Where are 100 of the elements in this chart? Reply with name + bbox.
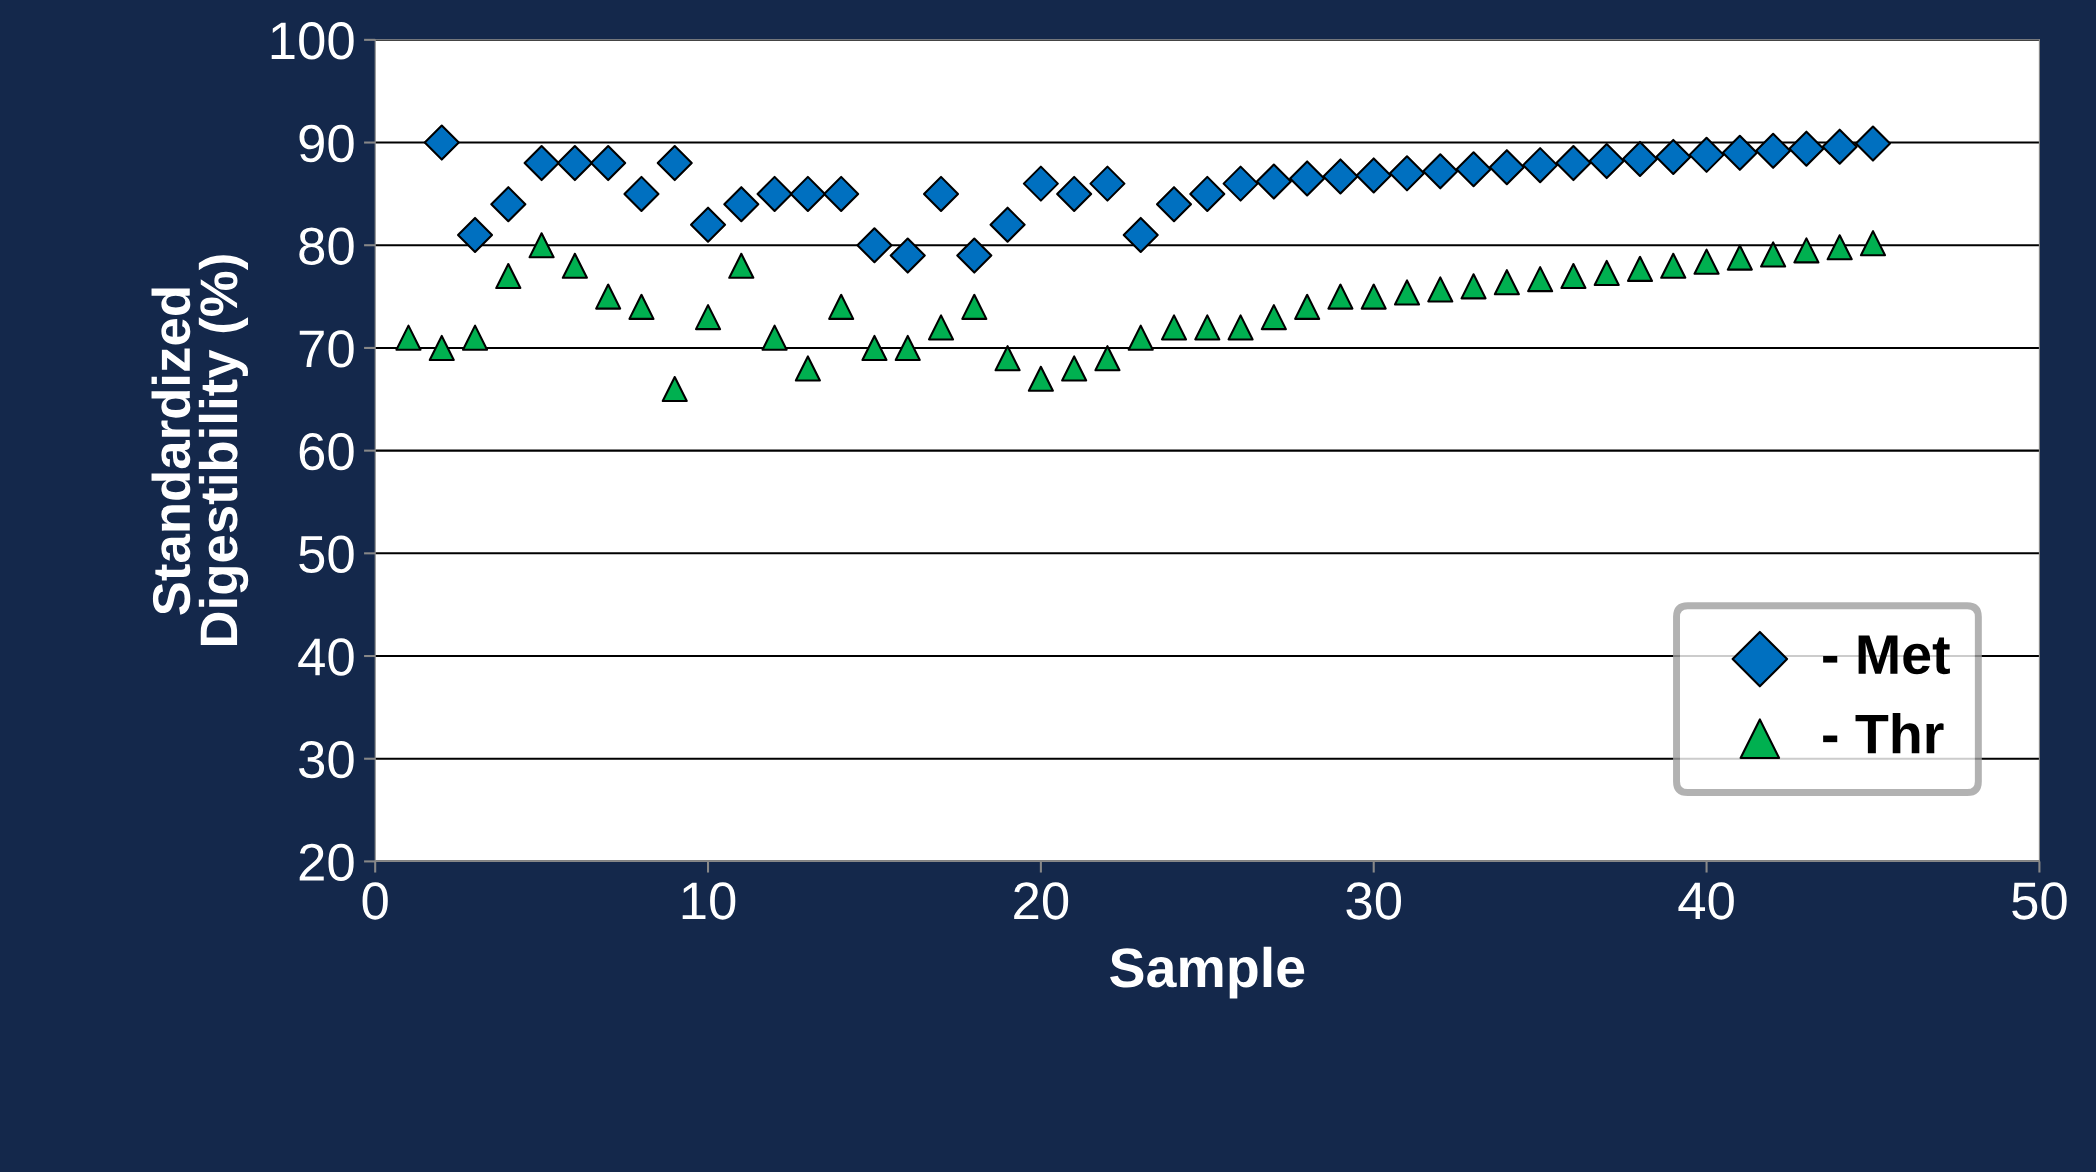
y-tick-label: 90: [299, 124, 354, 163]
point: [1788, 130, 1825, 167]
point: [894, 334, 921, 362]
point: [1388, 155, 1426, 192]
x-axis-title: Sample: [1110, 946, 1305, 999]
y-tick-label: 30: [299, 740, 354, 779]
point: [694, 304, 722, 331]
point: [656, 145, 693, 182]
point: [1621, 140, 1659, 178]
point: [1360, 283, 1387, 310]
point: [1721, 134, 1758, 171]
point: [1393, 279, 1421, 306]
point: [1527, 266, 1554, 293]
y-tick-label: 50: [299, 535, 354, 573]
point: [961, 293, 988, 320]
point: [1222, 165, 1259, 202]
point: [689, 206, 727, 243]
point: [823, 175, 860, 212]
x-tick-label: 30: [1346, 882, 1402, 920]
y-tick-label: 100: [271, 22, 354, 60]
point: [1127, 324, 1154, 351]
y-tick-label: 60: [299, 432, 354, 471]
point: [1755, 132, 1792, 169]
y-axis-title: Standardized Digestibility (%): [151, 255, 249, 646]
point: [1294, 293, 1321, 320]
point: [1455, 151, 1492, 188]
point: [1122, 216, 1159, 254]
legend-label: - Met: [1823, 635, 1950, 675]
point: [661, 375, 688, 403]
point: [1693, 248, 1720, 275]
point: [1255, 163, 1292, 200]
point: [423, 124, 460, 161]
point: [1089, 165, 1126, 202]
point: [1289, 160, 1326, 197]
point: [1322, 158, 1359, 195]
point: [1688, 136, 1725, 173]
point: [794, 355, 821, 382]
x-tick-label: 10: [682, 882, 736, 920]
point: [1460, 273, 1487, 300]
point: [1626, 255, 1654, 282]
point: [1355, 157, 1392, 194]
point: [1793, 237, 1820, 264]
y-tick-label: 80: [299, 227, 354, 265]
point: [1327, 283, 1354, 310]
point: [1593, 259, 1620, 287]
point: [1588, 142, 1625, 180]
point: [556, 145, 593, 182]
point: [461, 324, 489, 351]
point: [761, 324, 788, 351]
point: [828, 293, 855, 320]
point: [1189, 175, 1226, 212]
point: [528, 232, 555, 259]
y-tick-label: 20: [299, 843, 354, 882]
point: [1560, 262, 1587, 290]
point: [1027, 365, 1054, 392]
point: [1160, 314, 1188, 341]
point: [989, 206, 1026, 243]
point: [1260, 304, 1287, 331]
x-tick-label: 50: [2012, 882, 2067, 920]
point: [922, 175, 960, 212]
point: [1655, 138, 1692, 175]
point: [1660, 252, 1687, 279]
point: [495, 262, 522, 290]
point: [1094, 345, 1121, 372]
legend-label: - Thr: [1823, 713, 1944, 754]
point: [1555, 145, 1592, 182]
point: [490, 186, 527, 223]
point: [1493, 269, 1520, 296]
point: [994, 345, 1021, 372]
point: [428, 334, 455, 362]
point: [856, 227, 893, 264]
point: [1522, 147, 1559, 184]
x-tick-label: 40: [1678, 882, 1734, 920]
point: [1061, 355, 1088, 382]
point: [723, 186, 760, 223]
point: [561, 252, 588, 279]
point: [1022, 165, 1059, 202]
point: [956, 237, 993, 274]
point: [1826, 234, 1853, 261]
point: [889, 237, 926, 274]
point: [628, 293, 655, 320]
point: [1194, 314, 1221, 341]
point: [1056, 175, 1093, 212]
point: [523, 145, 560, 182]
point: [1726, 244, 1753, 271]
point: [1859, 230, 1887, 257]
point: [1760, 241, 1787, 268]
point: [1227, 314, 1254, 341]
point: [623, 175, 660, 212]
y-tick-label: 70: [299, 330, 354, 368]
point: [1821, 128, 1858, 165]
point: [789, 175, 826, 212]
point: [756, 175, 793, 212]
point: [590, 145, 627, 182]
point: [1854, 125, 1892, 162]
point: [861, 334, 888, 362]
point: [595, 283, 622, 310]
point: [395, 324, 422, 351]
point: [1427, 276, 1454, 303]
x-tick-label: 20: [1014, 882, 1069, 920]
